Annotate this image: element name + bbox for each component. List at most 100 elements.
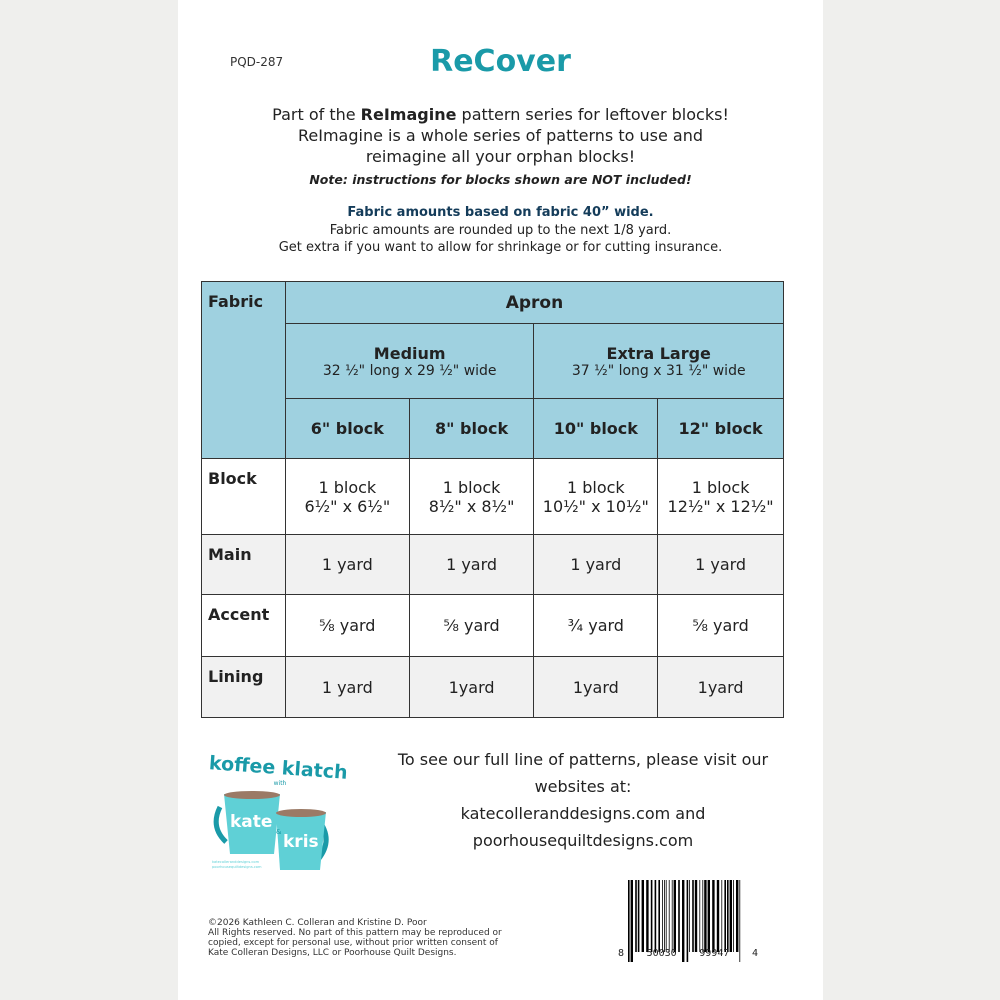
table-cell: 1yard [533, 656, 659, 718]
row-label: Accent [201, 594, 286, 657]
table-row: Accent ⅝ yard ⅝ yard ¾ yard ⅝ yard [201, 594, 784, 657]
barcode-bar [724, 880, 726, 952]
barcode-bar [736, 880, 739, 952]
cell-line: 1 block [442, 477, 501, 497]
barcode-bar [673, 880, 676, 952]
cell-line: 1 yard [695, 555, 747, 574]
size-name: Extra Large [606, 343, 711, 363]
copyright-line: ©2026 Kathleen C. Colleran and Kristine … [208, 918, 427, 928]
cell-line: 6½" x 6½" [304, 496, 391, 516]
size-extra-large: Extra Large 37 ½" long x 31 ½" wide [533, 323, 784, 399]
logo-amp: & [276, 828, 282, 836]
logo-url2: poorhousequiltdesigns.com [212, 865, 262, 869]
row-label: Block [201, 458, 286, 535]
table-row: Lining 1 yard 1yard 1yard 1yard [201, 656, 784, 718]
barcode-bar [699, 880, 701, 952]
table-row: Main 1 yard 1 yard 1 yard 1 yard [201, 534, 784, 595]
website-link: poorhousequiltdesigns.com [472, 831, 694, 850]
barcode-bar [635, 880, 637, 952]
barcode [628, 880, 741, 962]
barcode-bar [658, 880, 660, 952]
barcode-bar [704, 880, 707, 952]
cell-line: 8½" x 8½" [428, 496, 515, 516]
visit-text: To see our full line of patterns, please… [383, 746, 783, 854]
pattern-code: PQD-287 [230, 55, 284, 69]
intro-pre: Part of the [272, 105, 361, 124]
table-cell: 1 block 6½" x 6½" [284, 458, 410, 535]
table-cell: ⅝ yard [657, 594, 784, 657]
barcode-bar [686, 880, 689, 962]
row-label: Main [201, 534, 286, 595]
cell-line: 1yard [448, 677, 495, 697]
barcode-bar [654, 880, 657, 952]
copyright-line: copied, except for personal use, without… [208, 938, 498, 948]
intro-line2: ReImagine is a whole series of patterns … [297, 126, 703, 145]
barcode-bar [739, 880, 741, 962]
copyright-line: All Rights reserved. No part of this pat… [208, 928, 502, 938]
cell-line: ¾ yard [567, 616, 624, 635]
logo-kate: kate [230, 812, 272, 832]
barcode-bar [707, 880, 710, 952]
visit-line: To see our full line of patterns, please… [397, 750, 769, 769]
barcode-bar [678, 880, 680, 952]
barcode-bar [664, 880, 665, 952]
copyright: ©2026 Kathleen C. Colleran and Kristine … [208, 918, 502, 958]
barcode-bar [650, 880, 653, 952]
barcode-bar [665, 880, 667, 952]
fabric-heading: Fabric amounts based on fabric 40” wide. [347, 205, 654, 220]
barcode-bar [630, 880, 633, 962]
size-medium: Medium 32 ½" long x 29 ½" wide [284, 323, 535, 399]
barcode-bar [668, 880, 670, 952]
fabric-note-1: Fabric amounts are rounded up to the nex… [329, 223, 672, 238]
barcode-digit: 50030 [646, 948, 677, 959]
table-cell: 1 block 8½" x 8½" [408, 458, 535, 535]
table-cell: 1yard [408, 656, 535, 718]
cell-line: ⅝ yard [443, 616, 500, 635]
block-header: 8" block [408, 398, 535, 459]
barcode-digit: 8 [618, 948, 625, 959]
fabric-note-2: Get extra if you want to allow for shrin… [278, 240, 723, 255]
fabric-table: Fabric Apron Medium 32 ½" long x 29 ½" wi… [201, 281, 785, 718]
pattern-title: ReCover [430, 44, 571, 79]
size-dims: 32 ½" long x 29 ½" wide [322, 362, 497, 379]
cell-line: ⅝ yard [692, 616, 749, 635]
barcode-digits: 8 50030 99947 4 [618, 948, 758, 959]
cell-line: 10½" x 10½" [542, 496, 649, 516]
cell-line: 1 yard [570, 555, 622, 574]
table-cell: ⅝ yard [408, 594, 535, 657]
visit-line: websites at: [534, 777, 632, 796]
apron-header: Apron [284, 281, 785, 324]
size-dims: 37 ½" long x 31 ½" wide [571, 362, 746, 379]
logo-with: with [274, 780, 287, 787]
cell-line: 12½" x 12½" [667, 496, 774, 516]
koffee-klatch-logo: koffee klatch with kate & kris katecolle… [208, 752, 348, 870]
fabric-header: Fabric [201, 281, 286, 459]
row-label: Lining [201, 656, 286, 718]
barcode-bar [702, 880, 704, 952]
note: Note: instructions for blocks shown are … [309, 172, 692, 187]
barcode-bar [716, 880, 720, 952]
table-cell: 1 yard [408, 534, 535, 595]
table-cell: 1 yard [657, 534, 784, 595]
table-cell: 1 yard [284, 534, 410, 595]
size-name: Medium [373, 343, 446, 363]
cell-line: 1 block [691, 477, 750, 497]
cell-line: ⅝ yard [319, 616, 376, 635]
logo-kris: kris [283, 832, 319, 852]
cell-line: 1 block [318, 477, 377, 497]
cell-line: 1 block [566, 477, 625, 497]
website-link: katecolleranddesigns.com and [460, 804, 706, 823]
barcode-digit: 99947 [699, 948, 730, 959]
barcode-bar [729, 880, 732, 952]
cell-line: 1 yard [321, 555, 373, 574]
barcode-bar [637, 880, 640, 952]
barcode-bar [689, 880, 690, 952]
barcode-bar [692, 880, 694, 952]
cell-line: 1 yard [446, 555, 498, 574]
table-cell: 1 yard [533, 534, 659, 595]
table-cell: ⅝ yard [284, 594, 410, 657]
table-row: Block 1 block 6½" x 6½" 1 block 8½" x 8½" 1 b… [201, 458, 784, 535]
pattern-back-cover: PQD-287 ReCover Part of the ReImagine pa… [178, 0, 823, 1000]
barcode-bar [727, 880, 729, 952]
cell-line: 1 yard [321, 677, 373, 697]
